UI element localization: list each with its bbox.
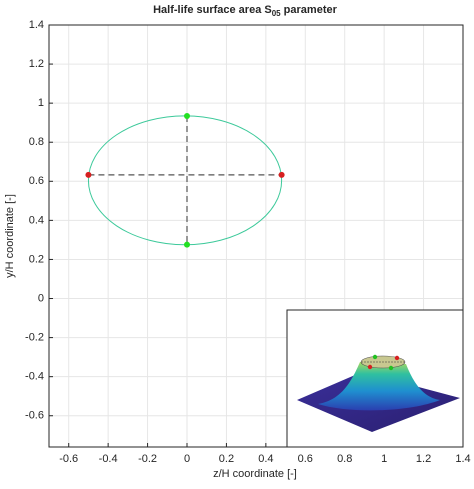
point <box>184 241 190 248</box>
y-tick-label: 1 <box>38 97 44 109</box>
axes-box <box>48 24 464 448</box>
x-tick-label: -0.6 <box>59 453 78 465</box>
inset-dot <box>388 365 394 371</box>
inset-dot <box>367 364 373 370</box>
y-tick-label: -0.2 <box>25 331 44 343</box>
point <box>85 171 92 178</box>
x-tick-label: 0.8 <box>337 453 352 465</box>
x-tick-label: 0 <box>184 453 190 465</box>
inset <box>286 309 464 448</box>
y-tick-label: 0.8 <box>29 136 44 148</box>
x-tick-label: 0.4 <box>258 453 273 465</box>
inset-mound <box>318 362 440 411</box>
y-tick-label: 0.2 <box>29 253 44 265</box>
y-tick-label: 0.6 <box>29 175 44 187</box>
y-tick-label: 0 <box>38 292 44 304</box>
inset-dot <box>372 354 378 360</box>
x-tick-label: 0.6 <box>298 453 313 465</box>
point <box>278 171 285 178</box>
point <box>184 113 190 120</box>
x-tick-label: 1 <box>381 453 387 465</box>
x-tick-label: -0.4 <box>99 453 118 465</box>
x-axis-label: z/H coordinate [-] <box>213 468 297 480</box>
y-tick-label: 1.2 <box>29 58 44 70</box>
x-tick-label: 1.4 <box>455 453 470 465</box>
y-tick-label: 0.4 <box>29 214 44 226</box>
chart-title: Half-life surface area S05 parameter <box>153 4 338 18</box>
y-axis-label: y/H coordinate [-] <box>4 194 16 278</box>
x-tick-label: 1.2 <box>416 453 431 465</box>
y-tick-label: -0.6 <box>25 410 44 422</box>
inset-dot <box>394 355 400 361</box>
y-tick-label: -0.4 <box>25 371 44 383</box>
x-tick-label: 0.2 <box>219 453 234 465</box>
ellipse <box>87 115 283 246</box>
y-tick-label: 1.4 <box>29 19 44 31</box>
x-tick-label: -0.2 <box>138 453 157 465</box>
